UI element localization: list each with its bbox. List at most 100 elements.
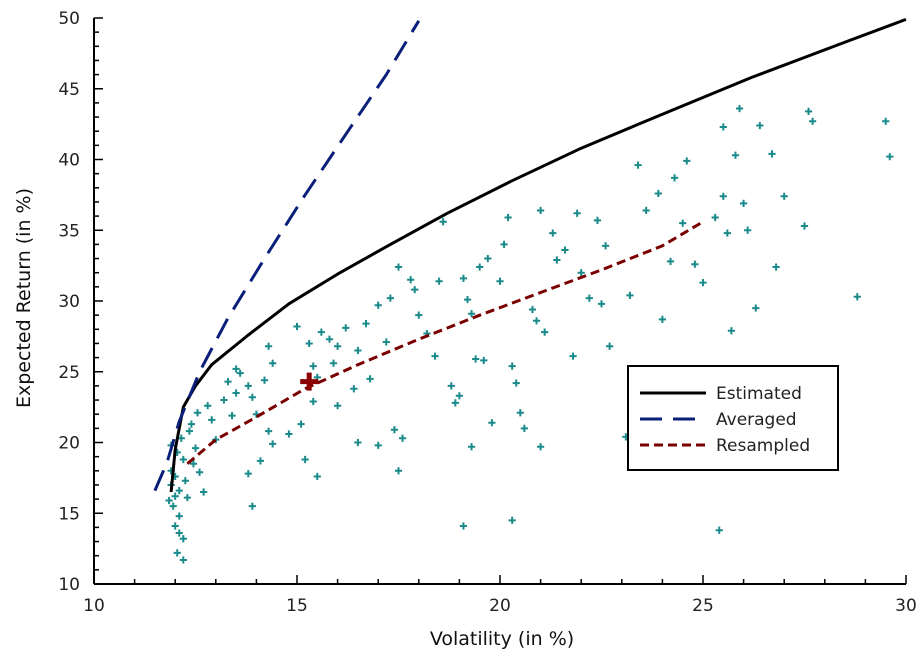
scatter-point <box>500 240 508 248</box>
scatter-point <box>508 362 516 370</box>
scatter-point <box>179 455 187 464</box>
scatter-point <box>719 123 727 131</box>
scatter-point <box>719 192 727 200</box>
scatter-point <box>224 378 232 386</box>
scatter-point <box>394 263 403 271</box>
scatter-point <box>208 416 216 424</box>
scatter-point <box>200 488 208 496</box>
scatter-point <box>169 502 177 510</box>
scatter-point <box>171 522 179 530</box>
scatter-point <box>175 512 183 520</box>
scatter-point <box>177 434 185 442</box>
y-tick-label: 20 <box>58 434 80 454</box>
scatter-point <box>354 438 362 447</box>
scatter-point <box>768 150 776 158</box>
scatter-point <box>654 189 662 198</box>
scatter-point <box>809 117 817 125</box>
scatter-point <box>634 161 642 169</box>
scatter-point <box>853 293 861 301</box>
scatter-point <box>435 277 443 285</box>
scatter-point <box>569 352 577 360</box>
scatter-point <box>756 121 764 130</box>
legend-box <box>627 365 839 471</box>
legend-label-estimated: Estimated <box>716 384 802 404</box>
scatter-point <box>459 522 468 530</box>
scatter-point <box>735 104 744 113</box>
scatter-point <box>504 213 512 222</box>
scatter-point <box>187 420 196 428</box>
x-axis-title: Volatility (in %) <box>430 628 574 650</box>
scatter-point <box>512 379 520 387</box>
scatter-point <box>411 286 419 294</box>
scatter-point <box>232 365 240 373</box>
scatter-point <box>467 443 476 451</box>
scatter-point <box>329 359 338 367</box>
x-tick-label: 25 <box>692 596 714 616</box>
scatter-point <box>666 257 675 265</box>
scatter-point <box>715 526 723 534</box>
scatter-point <box>484 254 492 263</box>
scatter-point <box>165 496 173 505</box>
scatter-point <box>658 315 666 323</box>
scatter-point <box>354 346 362 355</box>
scatter-point <box>191 444 200 452</box>
scatter-point <box>467 310 476 318</box>
scatter-point <box>236 369 244 377</box>
scatter-point <box>269 440 277 448</box>
scatter-point <box>179 556 187 564</box>
scatter-point <box>727 327 736 335</box>
scatter-point <box>309 362 317 370</box>
scatter-point <box>297 420 305 428</box>
scatter-point <box>342 324 350 332</box>
scatter-point <box>731 151 740 159</box>
scatter-point <box>740 199 748 207</box>
scatter-point <box>723 229 731 237</box>
scatter-point <box>285 430 293 438</box>
scatter-point <box>264 342 273 350</box>
scatter-point <box>585 294 593 302</box>
scatter-point <box>390 426 399 434</box>
series-line-averaged <box>153 20 421 492</box>
scatter-point <box>606 342 614 350</box>
scatter-point <box>431 352 439 360</box>
x-tick-label: 15 <box>286 596 308 616</box>
scatter-point <box>325 335 334 343</box>
scatter-point <box>398 434 407 442</box>
scatter-point <box>573 209 581 217</box>
axes-layer: 10 15 20 25 30 10 15 20 25 30 35 40 45 50 <box>58 9 916 616</box>
scatter-point <box>537 206 545 215</box>
scatter-point <box>362 320 370 328</box>
scatter-point <box>256 457 265 465</box>
scatter-point <box>516 409 524 417</box>
scatter-point <box>415 311 423 319</box>
highlight-marker <box>300 372 319 391</box>
legend-label-averaged: Averaged <box>716 410 797 430</box>
y-tick-label: 25 <box>58 363 80 383</box>
scatter-point <box>179 535 187 543</box>
scatter-point <box>394 467 403 475</box>
scatter-point <box>407 276 415 284</box>
scatter-point <box>882 117 890 125</box>
x-tick-label: 20 <box>489 596 511 616</box>
scatter-point <box>679 219 687 227</box>
scatter-point <box>601 242 610 250</box>
scatter-point <box>183 494 191 502</box>
scatter-point <box>593 216 602 224</box>
scatter-point <box>549 229 557 237</box>
scatter-point <box>520 424 528 432</box>
scatter-point <box>508 516 516 524</box>
scatter-point <box>447 382 455 390</box>
y-tick-label: 35 <box>58 221 80 241</box>
series-line-resampled <box>186 220 704 465</box>
scatter-point <box>804 107 813 115</box>
scatter-point <box>683 157 691 165</box>
x-tick-label: 30 <box>895 596 917 616</box>
scatter-point <box>496 277 504 285</box>
legend: Estimated Averaged Resampled <box>627 365 839 471</box>
scatter-point <box>772 263 780 271</box>
scatter-point <box>228 412 236 420</box>
scatter-point <box>528 305 537 314</box>
scatter-point <box>382 338 390 346</box>
scatter-point <box>264 427 273 435</box>
scatter-point <box>626 291 634 299</box>
